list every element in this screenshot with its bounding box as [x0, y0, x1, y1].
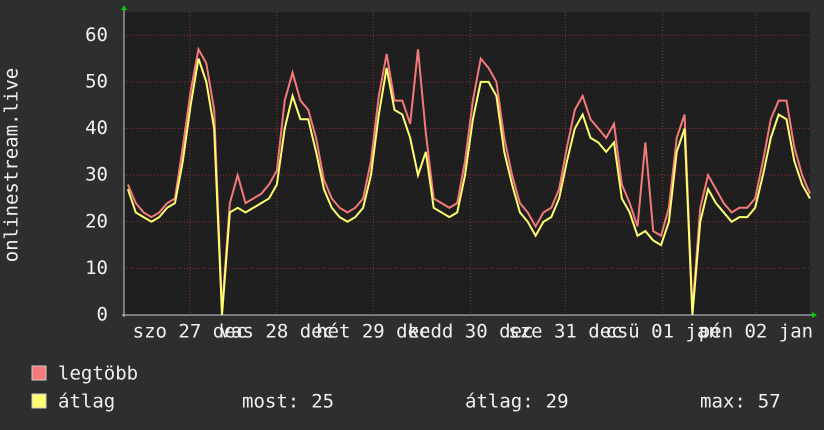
- x-tick-label: hét 29 dec: [316, 321, 430, 343]
- y-axis-label: onlinestream.live: [1, 68, 23, 262]
- y-tick-label: 0: [97, 304, 108, 326]
- legend-label: átlag: [58, 391, 115, 413]
- y-tick-label: 60: [85, 24, 108, 46]
- y-tick-label: 40: [85, 117, 108, 139]
- data-line: [126, 58, 811, 316]
- stat-label: max:: [700, 391, 746, 413]
- legend-swatch: [31, 393, 47, 409]
- stat-value: 57: [758, 391, 781, 413]
- y-tick-label: 50: [85, 70, 108, 92]
- stat-label: átlag:: [465, 391, 534, 413]
- x-tick-label: szo 27 dec: [133, 321, 247, 343]
- axis-arrow: [812, 312, 817, 318]
- legend-label: legtöbb: [58, 363, 138, 385]
- x-tick-label: csü 01 jan: [605, 321, 719, 343]
- y-tick-label: 30: [85, 164, 108, 186]
- legend-swatch: [31, 365, 47, 381]
- y-tick-label: 20: [85, 210, 108, 232]
- x-tick-label: kedd 30 dec: [408, 321, 534, 343]
- stat-value: 25: [311, 391, 334, 413]
- x-tick-label: pén 02 jan: [699, 321, 813, 343]
- x-tick-label: vas 28 dec: [220, 321, 334, 343]
- y-tick-label: 10: [85, 257, 108, 279]
- stat-label: most:: [242, 391, 299, 413]
- x-tick-label: sze 31 dec: [508, 321, 622, 343]
- stat-value: 29: [546, 391, 569, 413]
- axis-arrow: [121, 5, 127, 10]
